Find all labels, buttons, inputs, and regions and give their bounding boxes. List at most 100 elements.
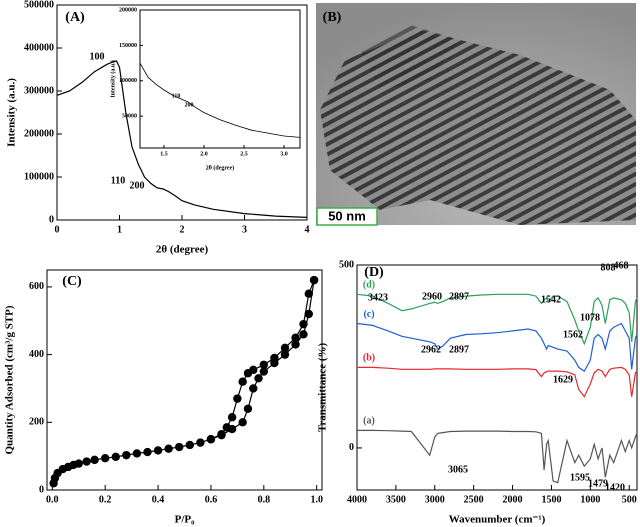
- annotation: 1629: [553, 374, 573, 385]
- data-line: [356, 293, 638, 346]
- data-line: [53, 280, 315, 484]
- x-tick-label: 500: [622, 494, 637, 505]
- data-line: [139, 62, 301, 138]
- data-point: [90, 455, 99, 465]
- annotation: 100: [90, 51, 105, 62]
- annotation: 1479: [588, 478, 608, 489]
- data-point: [304, 309, 313, 319]
- data-point: [304, 289, 313, 298]
- data-point: [196, 438, 205, 447]
- tem-image: [316, 3, 636, 226]
- data-point: [153, 446, 163, 455]
- y-tick-label: 500: [339, 259, 354, 270]
- annotation: 200: [130, 180, 145, 191]
- series-label: (d): [363, 280, 375, 291]
- y-axis-label: Quantity Adsorbed (cm³/g STP): [4, 305, 16, 454]
- x-axis-label: 2θ (degree): [156, 244, 209, 256]
- y-tick-label: 200000: [119, 7, 137, 13]
- x-tick-label: 3000: [425, 494, 445, 505]
- annotation: 2897: [449, 291, 469, 302]
- x-tick-label: 4: [305, 224, 310, 235]
- annotation: 110: [111, 175, 125, 186]
- x-tick-label: 2: [180, 224, 185, 235]
- panel-label: (C): [62, 274, 82, 289]
- data-line: [56, 60, 308, 218]
- annotation: 1542: [541, 294, 561, 305]
- annotation: 2960: [422, 291, 442, 302]
- x-tick-label: 1.0: [310, 494, 323, 505]
- annotation: 2897: [449, 344, 469, 355]
- x-tick-label: 0: [55, 224, 60, 235]
- data-line: [356, 322, 638, 372]
- x-tick-label: 1.5: [160, 151, 168, 157]
- data-point: [222, 423, 232, 432]
- annotation: 1562: [563, 329, 583, 340]
- data-point: [270, 353, 279, 363]
- annotation: 1078: [580, 312, 600, 323]
- data-point: [82, 457, 91, 466]
- data-point: [143, 447, 152, 457]
- annotation: 200: [185, 102, 194, 108]
- series-label: (b): [363, 353, 375, 364]
- data-point: [217, 429, 226, 439]
- panel-label: (B): [323, 10, 342, 25]
- data-point: [243, 369, 253, 378]
- x-tick-label: 2500: [464, 494, 484, 505]
- y-tick-label: 50000: [122, 114, 137, 120]
- y-axis-label: Transmittance (%): [317, 343, 329, 433]
- data-point: [309, 275, 319, 285]
- annotation: 1595: [570, 472, 590, 483]
- x-tick-label: 1000: [580, 494, 600, 505]
- data-point: [299, 319, 308, 329]
- x-tick-label: 0.2: [99, 494, 112, 505]
- y-tick-label: 400000: [24, 42, 54, 53]
- data-point: [238, 377, 247, 386]
- y-tick-label: 300000: [24, 85, 54, 96]
- x-tick-label: 2000: [503, 494, 523, 505]
- tem-particle: [360, 25, 460, 90]
- x-tick-label: 4000: [347, 494, 367, 505]
- data-line: [357, 429, 638, 484]
- panel-label: (D): [364, 265, 384, 280]
- y-tick-label: 0: [349, 442, 354, 453]
- data-point: [254, 374, 263, 383]
- panel-label: (A): [65, 10, 85, 25]
- x-tick-label: 0.6: [205, 494, 218, 505]
- x-tick-label: 2.5: [240, 151, 248, 157]
- data-point: [249, 384, 258, 393]
- x-tick-label: 3: [242, 224, 247, 235]
- data-line: [210, 279, 315, 440]
- x-axis-label: Wavenumber (cm⁻¹): [449, 514, 546, 526]
- y-tick-label: 100000: [24, 171, 54, 182]
- data-point: [100, 453, 110, 463]
- data-point: [259, 367, 269, 376]
- scale-bar-label: 50 nm: [328, 208, 366, 223]
- y-axis-label: Intensity (a.u.): [109, 60, 116, 98]
- annotation: 3423: [368, 292, 388, 303]
- annotation: 1420: [605, 482, 625, 493]
- y-tick-label: 600: [29, 281, 44, 292]
- annotation: 110: [172, 93, 181, 99]
- y-tick-label: 150000: [119, 43, 137, 49]
- series-label: (a): [363, 416, 375, 427]
- x-tick-label: 3.0: [280, 151, 288, 157]
- series-label: (c): [363, 309, 374, 320]
- x-tick-label: 2.0: [200, 151, 208, 157]
- data-point: [280, 350, 290, 359]
- x-tick-label: 3500: [386, 494, 406, 505]
- plot-frame: [46, 269, 323, 491]
- data-point: [132, 449, 142, 458]
- plot-frame: [139, 9, 301, 149]
- x-axis-label: P/P₀: [175, 514, 195, 526]
- data-point: [122, 450, 131, 460]
- y-tick-label: 100000: [119, 78, 137, 84]
- y-tick-label: 200: [29, 417, 44, 428]
- data-point: [74, 459, 83, 468]
- x-axis-label: 2θ (degree): [206, 164, 235, 171]
- x-tick-label: 1: [117, 224, 122, 235]
- data-point: [291, 333, 300, 342]
- annotation: 468: [614, 260, 629, 271]
- scale-bar-box: [316, 207, 378, 226]
- data-point: [111, 452, 120, 462]
